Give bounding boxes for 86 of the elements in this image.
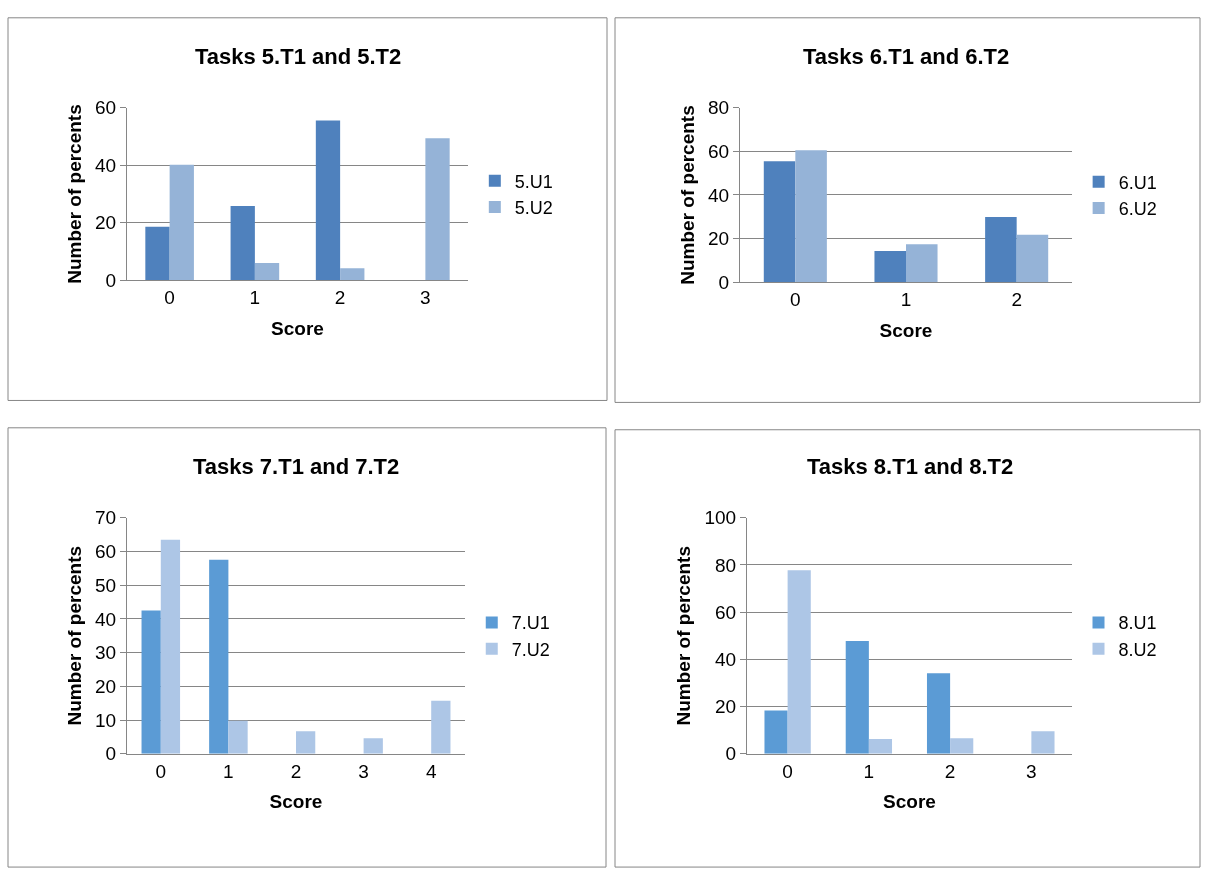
y-tick-label: 60	[95, 541, 117, 563]
y-tick-label: 40	[708, 184, 730, 206]
legend-label: 8.U2	[1118, 639, 1157, 660]
y-tick-label: 0	[105, 270, 117, 292]
x-tick-label: 2	[1011, 289, 1022, 311]
y-tick-label: 30	[95, 642, 117, 664]
y-tick-label: 80	[708, 97, 730, 119]
x-axis-title: Score	[269, 791, 323, 813]
legend-label: 5.U1	[514, 171, 553, 192]
bar	[315, 120, 341, 281]
x-tick-label: 2	[944, 760, 956, 782]
y-tick-label: 20	[95, 675, 117, 697]
x-axis-title: Score	[883, 791, 936, 813]
x-tick-label: 3	[358, 760, 369, 782]
x-tick-label: 1	[900, 289, 912, 311]
y-tick-label: 60	[708, 140, 730, 162]
y-tick-label: 80	[715, 554, 737, 576]
legend-label: 7.U1	[511, 613, 550, 634]
y-tick-label: 40	[715, 648, 737, 670]
y-tick-label: 100	[704, 507, 737, 529]
y-tick-label: 20	[715, 696, 737, 718]
bar	[296, 731, 316, 754]
bar	[228, 720, 248, 754]
chart-title: Tasks 6.T1 and 6.T2	[803, 44, 1010, 69]
x-tick-label: 3	[1026, 760, 1037, 782]
legend-label: 7.U2	[511, 639, 550, 660]
x-tick-label: 0	[790, 289, 801, 311]
x-axis-title: Score	[879, 319, 933, 341]
legend-label: 8.U1	[1118, 613, 1157, 634]
y-tick-label: 0	[718, 272, 730, 293]
chart-title: Tasks 5.T1 and 5.T2	[195, 44, 402, 69]
x-tick-label: 3	[420, 287, 431, 309]
bar	[906, 244, 938, 283]
bar	[209, 559, 229, 754]
bar	[795, 150, 827, 283]
bar	[425, 138, 450, 281]
bar	[1016, 234, 1049, 283]
y-axis-title: Number of percents	[673, 545, 695, 726]
bar	[1031, 731, 1055, 754]
chart-title: Tasks 7.T1 and 7.T2	[193, 454, 400, 479]
x-tick-label: 2	[290, 760, 302, 782]
bar	[363, 738, 383, 754]
y-tick-label: 0	[725, 743, 737, 765]
x-tick-label: 2	[334, 287, 346, 309]
bar	[141, 610, 161, 754]
bar	[985, 217, 1017, 283]
legend-label: 5.U2	[514, 198, 553, 219]
bar	[230, 206, 255, 281]
bar	[160, 539, 181, 754]
y-axis-title: Number of percents	[63, 104, 85, 284]
x-axis-title: Score	[271, 318, 324, 339]
bar	[787, 570, 811, 754]
y-axis-title: Number of percents	[63, 545, 85, 726]
bar	[868, 738, 893, 754]
y-tick-label: 0	[105, 743, 117, 765]
y-axis-title: Number of percents	[676, 105, 698, 285]
y-tick-label: 50	[95, 574, 117, 596]
y-tick-label: 20	[708, 228, 730, 250]
bar	[874, 251, 906, 283]
bar	[926, 673, 951, 754]
x-tick-label: 4	[425, 760, 437, 782]
bar	[950, 738, 974, 754]
legend-label: 6.U2	[1118, 199, 1157, 220]
bar	[340, 268, 365, 281]
y-tick-label: 40	[95, 154, 117, 176]
legend-label: 6.U1	[1118, 172, 1157, 193]
y-tick-label: 10	[95, 709, 117, 731]
bar	[145, 226, 170, 281]
y-tick-label: 20	[95, 212, 117, 234]
x-tick-label: 1	[223, 760, 234, 782]
bar	[254, 263, 280, 281]
x-tick-label: 1	[249, 287, 261, 309]
y-tick-label: 70	[95, 507, 117, 529]
bar	[845, 640, 869, 754]
chart-title: Tasks 8.T1 and 8.T2	[807, 454, 1014, 479]
bar	[169, 164, 194, 281]
bar	[431, 700, 451, 754]
y-tick-label: 60	[95, 97, 117, 119]
bar	[764, 710, 788, 754]
x-tick-label: 1	[863, 760, 875, 782]
x-tick-label: 0	[782, 760, 793, 782]
x-tick-label: 0	[155, 760, 167, 782]
x-tick-label: 0	[164, 287, 175, 309]
y-tick-label: 60	[715, 601, 737, 623]
y-tick-label: 40	[95, 608, 117, 630]
bar	[763, 161, 796, 283]
